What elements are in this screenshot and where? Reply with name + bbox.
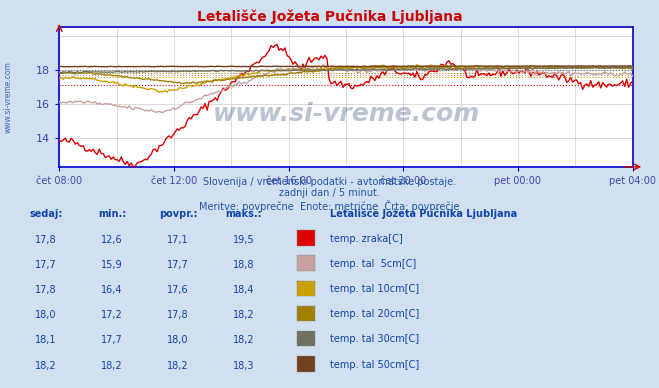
Text: Meritve: povprečne  Enote: metrične  Črta: povprečje: Meritve: povprečne Enote: metrične Črta:… (199, 200, 460, 212)
Text: www.si-vreme.com: www.si-vreme.com (212, 102, 480, 126)
Text: 17,1: 17,1 (167, 234, 188, 244)
Text: Letališče Jožeta Pučnika Ljubljana: Letališče Jožeta Pučnika Ljubljana (196, 10, 463, 24)
Text: 18,2: 18,2 (101, 360, 123, 371)
Text: maks.:: maks.: (225, 209, 262, 219)
Text: 17,6: 17,6 (167, 285, 188, 295)
Text: 17,7: 17,7 (167, 260, 189, 270)
Text: temp. tal  5cm[C]: temp. tal 5cm[C] (330, 259, 416, 269)
Text: 18,0: 18,0 (167, 335, 188, 345)
Text: 18,4: 18,4 (233, 285, 254, 295)
Text: 18,0: 18,0 (36, 310, 57, 320)
Text: 17,8: 17,8 (167, 310, 188, 320)
Text: 19,5: 19,5 (233, 234, 254, 244)
Text: 18,2: 18,2 (233, 310, 254, 320)
Text: 17,8: 17,8 (36, 285, 57, 295)
Text: 15,9: 15,9 (101, 260, 123, 270)
Text: 17,7: 17,7 (101, 335, 123, 345)
Text: povpr.:: povpr.: (159, 209, 197, 219)
Text: 16,4: 16,4 (101, 285, 123, 295)
Text: 18,2: 18,2 (36, 360, 57, 371)
Text: 12,6: 12,6 (101, 234, 123, 244)
Text: zadnji dan / 5 minut.: zadnji dan / 5 minut. (279, 188, 380, 198)
Text: www.si-vreme.com: www.si-vreme.com (4, 61, 13, 133)
Text: 18,8: 18,8 (233, 260, 254, 270)
Text: temp. tal 50cm[C]: temp. tal 50cm[C] (330, 360, 418, 370)
Text: 18,1: 18,1 (36, 335, 57, 345)
Text: sedaj:: sedaj: (30, 209, 63, 219)
Text: Letališče Jožeta Pučnika Ljubljana: Letališče Jožeta Pučnika Ljubljana (330, 209, 517, 219)
Text: temp. tal 10cm[C]: temp. tal 10cm[C] (330, 284, 418, 294)
Text: 17,7: 17,7 (35, 260, 57, 270)
Text: 18,3: 18,3 (233, 360, 254, 371)
Text: 18,2: 18,2 (233, 335, 254, 345)
Text: 17,8: 17,8 (36, 234, 57, 244)
Text: 17,2: 17,2 (101, 310, 123, 320)
Text: 18,2: 18,2 (167, 360, 188, 371)
Text: temp. tal 20cm[C]: temp. tal 20cm[C] (330, 309, 418, 319)
Text: temp. tal 30cm[C]: temp. tal 30cm[C] (330, 334, 418, 345)
Text: temp. zraka[C]: temp. zraka[C] (330, 234, 402, 244)
Text: min.:: min.: (98, 209, 126, 219)
Text: Slovenija / vremenski podatki - avtomatske postaje.: Slovenija / vremenski podatki - avtomats… (203, 177, 456, 187)
